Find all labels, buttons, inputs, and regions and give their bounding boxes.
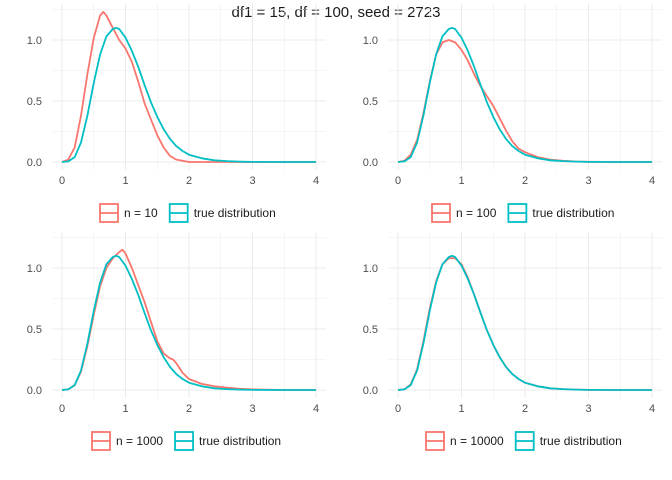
- y-tick-label: 0.0: [27, 385, 42, 397]
- legend-key: [174, 431, 194, 451]
- x-tick-label: 4: [313, 175, 319, 187]
- legend-label: n = 10: [124, 206, 158, 220]
- legend-label: n = 10000: [450, 434, 504, 448]
- true-density-line: [61, 26, 316, 163]
- x-tick-label: 1: [122, 403, 128, 415]
- chart-panel-1: 0.0 0.5 1.0 0 1 2 3 4 n = 10 true distribution: [27, 3, 326, 223]
- x-tick-label: 4: [649, 175, 655, 187]
- y-tick-label: 0.0: [363, 157, 378, 169]
- legend: n = 1000 true distribution: [91, 431, 281, 451]
- legend: n = 10000 true distribution: [425, 431, 622, 451]
- legend-key: [507, 203, 528, 223]
- legend-key: [168, 203, 189, 223]
- x-tick-label: 4: [649, 403, 655, 415]
- x-tick-label: 3: [249, 175, 255, 187]
- legend-key: [431, 203, 451, 223]
- y-tick-label: 1.0: [27, 35, 42, 47]
- x-tick-label: 0: [395, 403, 401, 415]
- legend-label: true distribution: [199, 434, 281, 448]
- legend: n = 10 true distribution: [99, 203, 276, 223]
- true-density-line: [397, 26, 652, 163]
- legend-key: [91, 431, 111, 451]
- legend-label: n = 100: [456, 206, 497, 220]
- y-tick-label: 1.0: [363, 263, 378, 275]
- y-tick-label: 1.0: [363, 35, 378, 47]
- x-tick-label: 3: [585, 403, 591, 415]
- legend-label: true distribution: [532, 206, 614, 220]
- y-tick-label: 0.0: [363, 385, 378, 397]
- x-tick-label: 4: [313, 403, 319, 415]
- x-tick-label: 2: [522, 175, 528, 187]
- legend-key: [425, 431, 445, 451]
- y-tick-label: 0.5: [27, 324, 42, 336]
- y-tick-label: 0.5: [363, 96, 378, 108]
- chart-panel-3: 0.0 0.5 1.0 0 1 2 3 4 n = 1000 true distribution: [27, 231, 326, 451]
- x-tick-label: 3: [585, 175, 591, 187]
- legend-label: true distribution: [194, 206, 276, 220]
- x-tick-label: 0: [395, 175, 401, 187]
- chart-panel-4: 0.0 0.5 1.0 0 1 2 3 4 n = 10000 true distribution: [363, 231, 662, 451]
- x-tick-label: 1: [458, 175, 464, 187]
- y-tick-label: 1.0: [27, 263, 42, 275]
- x-tick-label: 0: [59, 403, 65, 415]
- x-tick-label: 1: [122, 175, 128, 187]
- legend-key: [514, 431, 535, 451]
- true-density-line: [61, 254, 316, 391]
- legend-label: true distribution: [540, 434, 622, 448]
- sample-density-line: [61, 11, 316, 163]
- x-tick-label: 2: [186, 403, 192, 415]
- x-tick-label: 3: [249, 403, 255, 415]
- legend-label: n = 1000: [116, 434, 163, 448]
- y-tick-label: 0.5: [363, 324, 378, 336]
- legend: n = 100 true distribution: [431, 203, 614, 223]
- x-tick-label: 1: [458, 403, 464, 415]
- chart-panel-2: 0.0 0.5 1.0 0 1 2 3 4 n = 100 true distribution: [363, 3, 662, 223]
- y-tick-label: 0.5: [27, 96, 42, 108]
- true-density-line: [397, 254, 652, 391]
- figure-title: df1 = 15, df = 100, seed = 2723: [231, 4, 441, 21]
- x-tick-label: 2: [522, 403, 528, 415]
- x-tick-label: 0: [59, 175, 65, 187]
- y-tick-label: 0.0: [27, 157, 42, 169]
- legend-key: [99, 203, 119, 223]
- x-tick-label: 2: [186, 175, 192, 187]
